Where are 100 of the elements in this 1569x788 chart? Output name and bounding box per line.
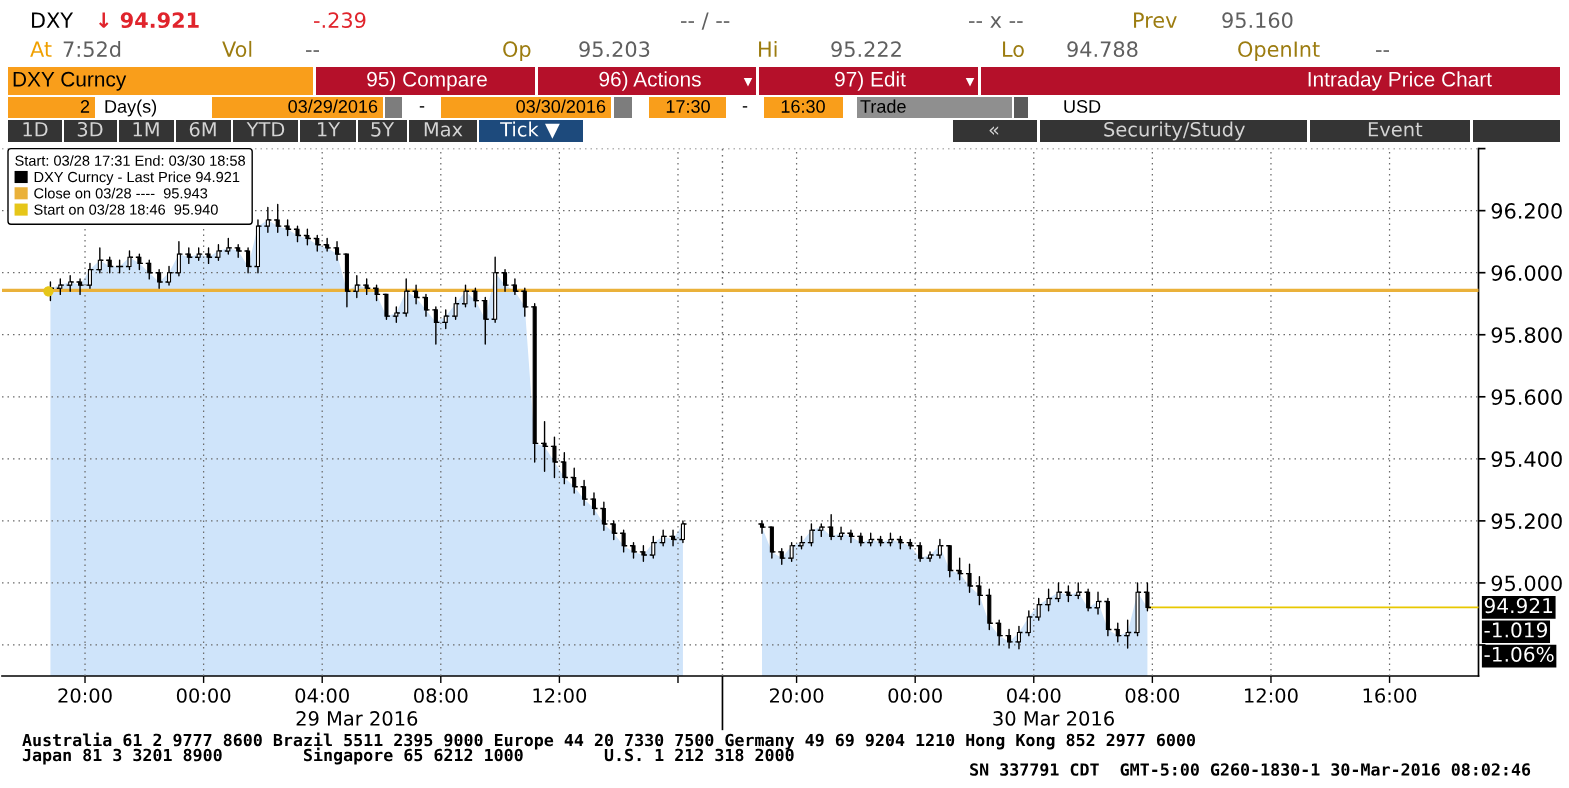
candlestick <box>668 529 678 547</box>
y-tick-label: 95.200 <box>1491 513 1562 530</box>
candlestick <box>540 420 549 472</box>
text: Hi <box>759 40 777 57</box>
text: « <box>989 126 999 136</box>
candlestick <box>955 557 964 581</box>
legend-title: Start: 03/28 17:31 End: 03/30 18:58 <box>15 155 246 166</box>
text: Event <box>1368 122 1423 137</box>
candlestick <box>678 520 688 544</box>
candlestick <box>105 256 114 274</box>
chart-title: Intraday Price Chart <box>1308 71 1492 91</box>
candlestick <box>411 284 421 305</box>
text: 5Y <box>371 122 395 137</box>
candlestick <box>520 287 530 317</box>
candlestick <box>994 619 1004 646</box>
candlestick <box>649 535 658 559</box>
candlestick <box>579 479 589 507</box>
candlestick <box>975 576 984 606</box>
candlestick <box>253 219 263 274</box>
candlestick <box>569 467 579 494</box>
candlestick <box>639 545 648 562</box>
candlestick <box>431 306 441 345</box>
text: -- x -- <box>969 16 1023 28</box>
candlestick <box>65 275 75 293</box>
candlestick <box>1044 588 1053 612</box>
text: DXY <box>32 12 74 28</box>
text: USD <box>1064 100 1101 113</box>
x2-tick-label: 30 Mar 2016 <box>993 711 1114 726</box>
candlestick <box>441 309 450 330</box>
candlestick <box>530 303 539 463</box>
text: Op <box>503 41 531 62</box>
text: 2 <box>80 100 90 113</box>
candlestick <box>313 234 322 252</box>
candlestick <box>293 225 302 243</box>
candlestick <box>925 551 935 562</box>
candlestick <box>224 237 233 255</box>
candlestick <box>283 219 292 237</box>
text: Security/Study <box>1104 121 1245 141</box>
candlestick <box>826 513 836 541</box>
candlestick <box>214 244 223 261</box>
candlestick <box>876 535 885 547</box>
candlestick <box>451 296 460 320</box>
y-tick-label: 95.000 <box>1491 575 1562 592</box>
candlestick <box>905 538 915 550</box>
candlestick <box>896 535 905 550</box>
candlestick <box>1093 591 1103 615</box>
y-tick-label: 95.400 <box>1491 451 1562 468</box>
candlestick <box>332 240 342 261</box>
text: -1.06% <box>1484 646 1554 662</box>
x-tick-label: 20:00 <box>58 688 112 703</box>
text: 03/29/2016 <box>288 99 378 113</box>
candlestick <box>125 250 134 271</box>
candlestick <box>1073 582 1083 600</box>
candlestick <box>352 275 362 299</box>
candlestick <box>95 247 105 274</box>
candlestick <box>75 278 85 296</box>
candlestick <box>915 541 925 562</box>
text: - <box>742 106 748 108</box>
text: Vol <box>222 40 252 58</box>
candlestick <box>658 529 668 547</box>
candlestick <box>1024 610 1034 637</box>
text: 95.160 <box>1222 12 1293 29</box>
y-tick-label: 95.800 <box>1491 327 1562 343</box>
candlestick <box>154 268 164 289</box>
text: ▼ <box>965 77 975 87</box>
text: -1.019 <box>1484 622 1547 638</box>
y-tick-label: 96.000 <box>1491 265 1562 281</box>
candlestick <box>965 563 974 593</box>
candlestick <box>263 206 273 234</box>
text: ▼ <box>743 77 753 87</box>
x-tick-label: 08:00 <box>414 688 468 703</box>
candlestick <box>1004 628 1014 649</box>
candlestick <box>629 541 638 559</box>
x-tick-label: 12:00 <box>1245 688 1298 703</box>
candlestick <box>392 306 401 324</box>
candlestick <box>56 278 65 296</box>
text: Trade <box>860 99 906 113</box>
candlestick <box>1133 582 1142 637</box>
candlestick <box>797 535 806 550</box>
candlestick <box>184 247 194 265</box>
candlestick <box>589 492 599 516</box>
candlestick <box>767 526 777 559</box>
candlestick <box>846 529 856 544</box>
candlestick <box>372 284 381 302</box>
text: 95.203 <box>579 41 650 58</box>
text: 6M <box>189 121 216 137</box>
candlestick <box>273 203 282 234</box>
candlestick <box>510 278 520 296</box>
text: DXY Curncy <box>13 71 127 91</box>
x-tick-label: 00:00 <box>888 688 942 703</box>
candlestick <box>342 253 352 308</box>
candlestick <box>945 545 955 578</box>
text: 96) Actions <box>599 71 701 91</box>
candlestick <box>856 532 866 547</box>
candlestick <box>886 532 895 547</box>
text: -- / -- <box>681 12 730 30</box>
text: 95.222 <box>831 41 901 58</box>
candlestick <box>1143 582 1152 612</box>
x2-tick-label: 29 Mar 2016 <box>296 711 418 726</box>
text: 17:30 <box>666 100 710 113</box>
